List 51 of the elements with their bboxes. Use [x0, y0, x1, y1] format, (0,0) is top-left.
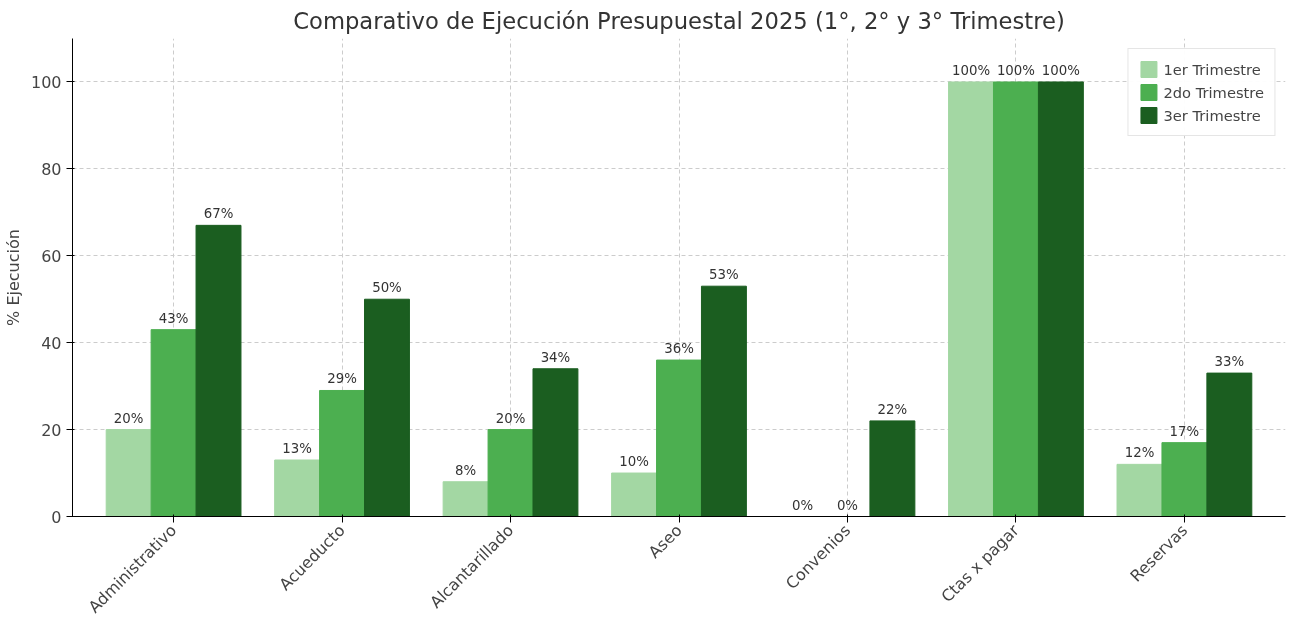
data-label: 20%: [113, 410, 144, 426]
bar: [700, 285, 747, 517]
data-label: 34%: [540, 349, 571, 365]
data-label: 43%: [158, 310, 189, 326]
bar: [1037, 81, 1084, 517]
data-label: 100%: [951, 62, 991, 78]
data-label: 0%: [791, 497, 814, 513]
data-label: 36%: [664, 341, 694, 357]
bar: [1206, 372, 1253, 517]
y-tick-label: 100: [30, 72, 62, 92]
chart-title: Comparativo de Ejecución Presupuestal 2025 (1°, 2° y 3° Trimestre): [293, 7, 1065, 34]
data-label: 33%: [1214, 354, 1245, 370]
bar: [150, 329, 197, 517]
data-label: 12%: [1124, 445, 1155, 461]
bar: [442, 481, 489, 517]
bar: [992, 81, 1039, 517]
bar: [532, 368, 579, 517]
bar: [319, 389, 366, 517]
bar: [105, 429, 152, 517]
data-label: 100%: [1041, 62, 1080, 78]
data-label: 53%: [709, 267, 739, 283]
data-label: 0%: [836, 497, 859, 513]
y-tick-label: 0: [51, 507, 62, 527]
y-tick-label: 80: [41, 159, 62, 179]
data-label: 13%: [282, 441, 312, 457]
y-tick-label: 40: [41, 333, 62, 353]
y-tick-label: 60: [41, 246, 62, 266]
bar: [869, 420, 916, 517]
bar: [364, 298, 410, 517]
data-label: 8%: [455, 462, 477, 478]
bar: [1116, 463, 1163, 517]
legend-label: 3er Trimestre: [1163, 106, 1261, 124]
bar: [611, 472, 658, 517]
data-label: 50%: [372, 280, 402, 296]
bar: [1161, 442, 1208, 517]
data-label: 100%: [996, 62, 1035, 78]
data-label: 10%: [619, 454, 649, 470]
bar: [948, 81, 994, 517]
data-label: 17%: [1169, 423, 1200, 439]
bar: [487, 429, 534, 517]
data-label: 29%: [327, 371, 357, 387]
data-label: 22%: [877, 401, 908, 417]
legend-label: 2do Trimestre: [1163, 83, 1264, 101]
legend-label: 1er Trimestre: [1163, 60, 1261, 78]
bar: [195, 224, 242, 517]
bar: [656, 359, 702, 517]
bar: [274, 459, 321, 517]
data-label: 67%: [203, 206, 234, 222]
data-label: 20%: [495, 410, 526, 426]
y-tick-label: 20: [41, 420, 62, 440]
y-axis-title: % Ejecución: [3, 229, 23, 326]
